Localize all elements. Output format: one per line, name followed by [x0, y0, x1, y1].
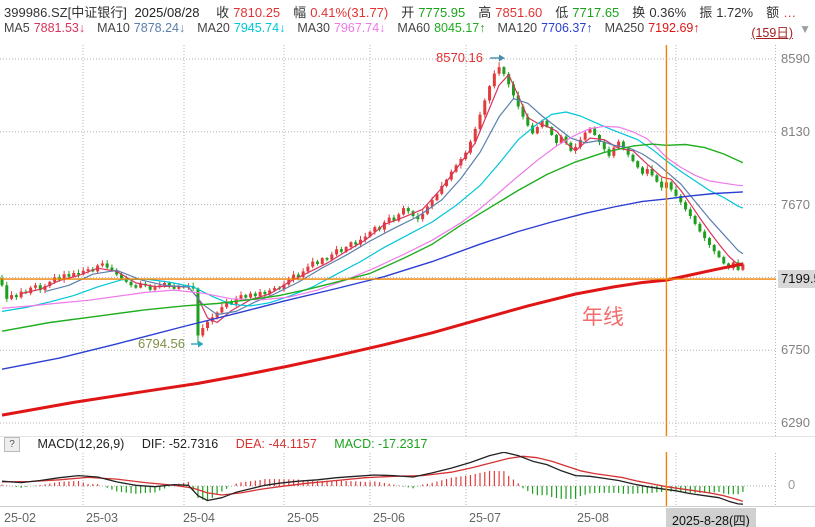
x-axis-label: 25-08 [577, 511, 609, 525]
chevron-down-icon[interactable]: ▼ [799, 22, 811, 36]
ma-label: MA60 [397, 21, 431, 35]
x-axis-label: 25-07 [469, 511, 501, 525]
ma-value: 8045.17↑ [434, 21, 486, 35]
x-axis: 25-02 25-03 25-04 25-05 25-06 25-07 25-08 2025… [0, 506, 815, 527]
year-line-annotation: 年线 [582, 306, 624, 329]
x-axis-label: 25-04 [183, 511, 215, 525]
y-axis-label: 6290 [781, 415, 810, 430]
y-axis-label: 7670 [781, 196, 810, 212]
quote-field-value: 0.41%(31.77) [310, 5, 389, 20]
crosshair-price-box: 7199.5 [778, 270, 815, 289]
quote-field-value: 7775.95 [418, 5, 466, 20]
quote-field-label: 额 [766, 5, 780, 20]
quote-field-label: 收 [216, 5, 230, 20]
high-price-annotation: 8570.16 [436, 50, 483, 65]
ma-label: MA20 [197, 21, 230, 35]
quote-field-value: 7717.65 [572, 5, 620, 20]
macd-header: ? MACD(12,26,9) DIF: -52.7316 DEA: -44.1… [0, 437, 815, 452]
quote-field-value: … [783, 5, 797, 20]
x-axis-label: 25-02 [4, 511, 36, 525]
ma-legend-values: MA5 7881.53↓ MA10 7878.24↓ MA20 7945.74↓ MA30 7… [4, 21, 704, 35]
quote-field-label: 低 [555, 5, 569, 20]
pane-divider [0, 436, 815, 437]
ma-value: 7878.24↓ [133, 21, 186, 35]
y-axis-label: 6750 [781, 342, 810, 358]
quote-field-value: 7810.25 [233, 5, 281, 20]
ma-label: MA5 [4, 21, 30, 35]
quote-field-value: 1.72% [716, 5, 754, 20]
x-axis-label: 25-06 [373, 511, 405, 525]
ma-label: MA250 [604, 21, 645, 35]
y-axis-label: 8590 [781, 51, 810, 66]
ma-legend-row: MA5 7881.53↓ MA10 7878.24↓ MA20 7945.74↓ MA30 7… [4, 21, 708, 38]
quote-field-label: 高 [478, 5, 492, 20]
help-icon[interactable]: ? [4, 437, 20, 452]
low-price-annotation: 6794.56 [138, 336, 185, 351]
macd-title: MACD(12,26,9) [37, 437, 125, 451]
quote-row: 399986.SZ[中证银行] 2025/08/28 收 7810.25 幅 0.41… [4, 2, 804, 20]
macd-dif-value: DIF: -52.7316 [141, 437, 219, 451]
header-bar: 399986.SZ[中证银行] 2025/08/28 收 7810.25 幅 0.41… [0, 0, 815, 44]
symbol-name: 399986.SZ[中证银行] [4, 5, 127, 20]
macd-hist-value: MACD: -17.2317 [334, 437, 428, 451]
ma-label: MA10 [97, 21, 130, 35]
crosshair-date-box: 2025-8-28(四) [666, 508, 756, 527]
quote-field-label: 开 [401, 5, 415, 20]
x-axis-label: 25-03 [86, 511, 118, 525]
ma-label: MA120 [497, 21, 538, 35]
ma-value: 7967.74↓ [333, 21, 386, 35]
ma-label: MA30 [297, 21, 330, 35]
ma-value: 7192.69↑ [648, 21, 700, 35]
quote-field-label: 换 [632, 5, 646, 20]
quote-field-value: 7851.60 [495, 5, 543, 20]
quote-fields: 收 7810.25 幅 0.41%(31.77) 开 7775.95 高 7851.60 低 77… [207, 5, 800, 20]
ma-value: 7881.53↓ [33, 21, 86, 35]
period-badge[interactable]: (159日) [751, 26, 793, 40]
quote-field-value: 0.36% [649, 5, 687, 20]
quote-date: 2025/08/28 [134, 5, 200, 20]
quote-field-label: 幅 [293, 5, 307, 20]
ma-value: 7945.74↓ [233, 21, 286, 35]
quote-field-label: 振 [699, 5, 713, 20]
macd-dea-value: DEA: -44.1157 [235, 437, 317, 451]
y-axis-label: 8130 [781, 123, 810, 139]
ma-value: 7706.37↑ [541, 21, 593, 35]
x-axis-label: 25-05 [287, 511, 319, 525]
macd-zero-label: 0 [788, 477, 796, 492]
